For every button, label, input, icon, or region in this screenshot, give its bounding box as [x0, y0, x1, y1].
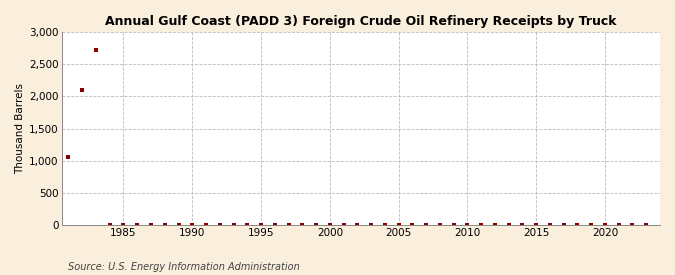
Text: Source: U.S. Energy Information Administration: Source: U.S. Energy Information Administ… [68, 262, 299, 272]
Title: Annual Gulf Coast (PADD 3) Foreign Crude Oil Refinery Receipts by Truck: Annual Gulf Coast (PADD 3) Foreign Crude… [105, 15, 616, 28]
Y-axis label: Thousand Barrels: Thousand Barrels [15, 83, 25, 174]
